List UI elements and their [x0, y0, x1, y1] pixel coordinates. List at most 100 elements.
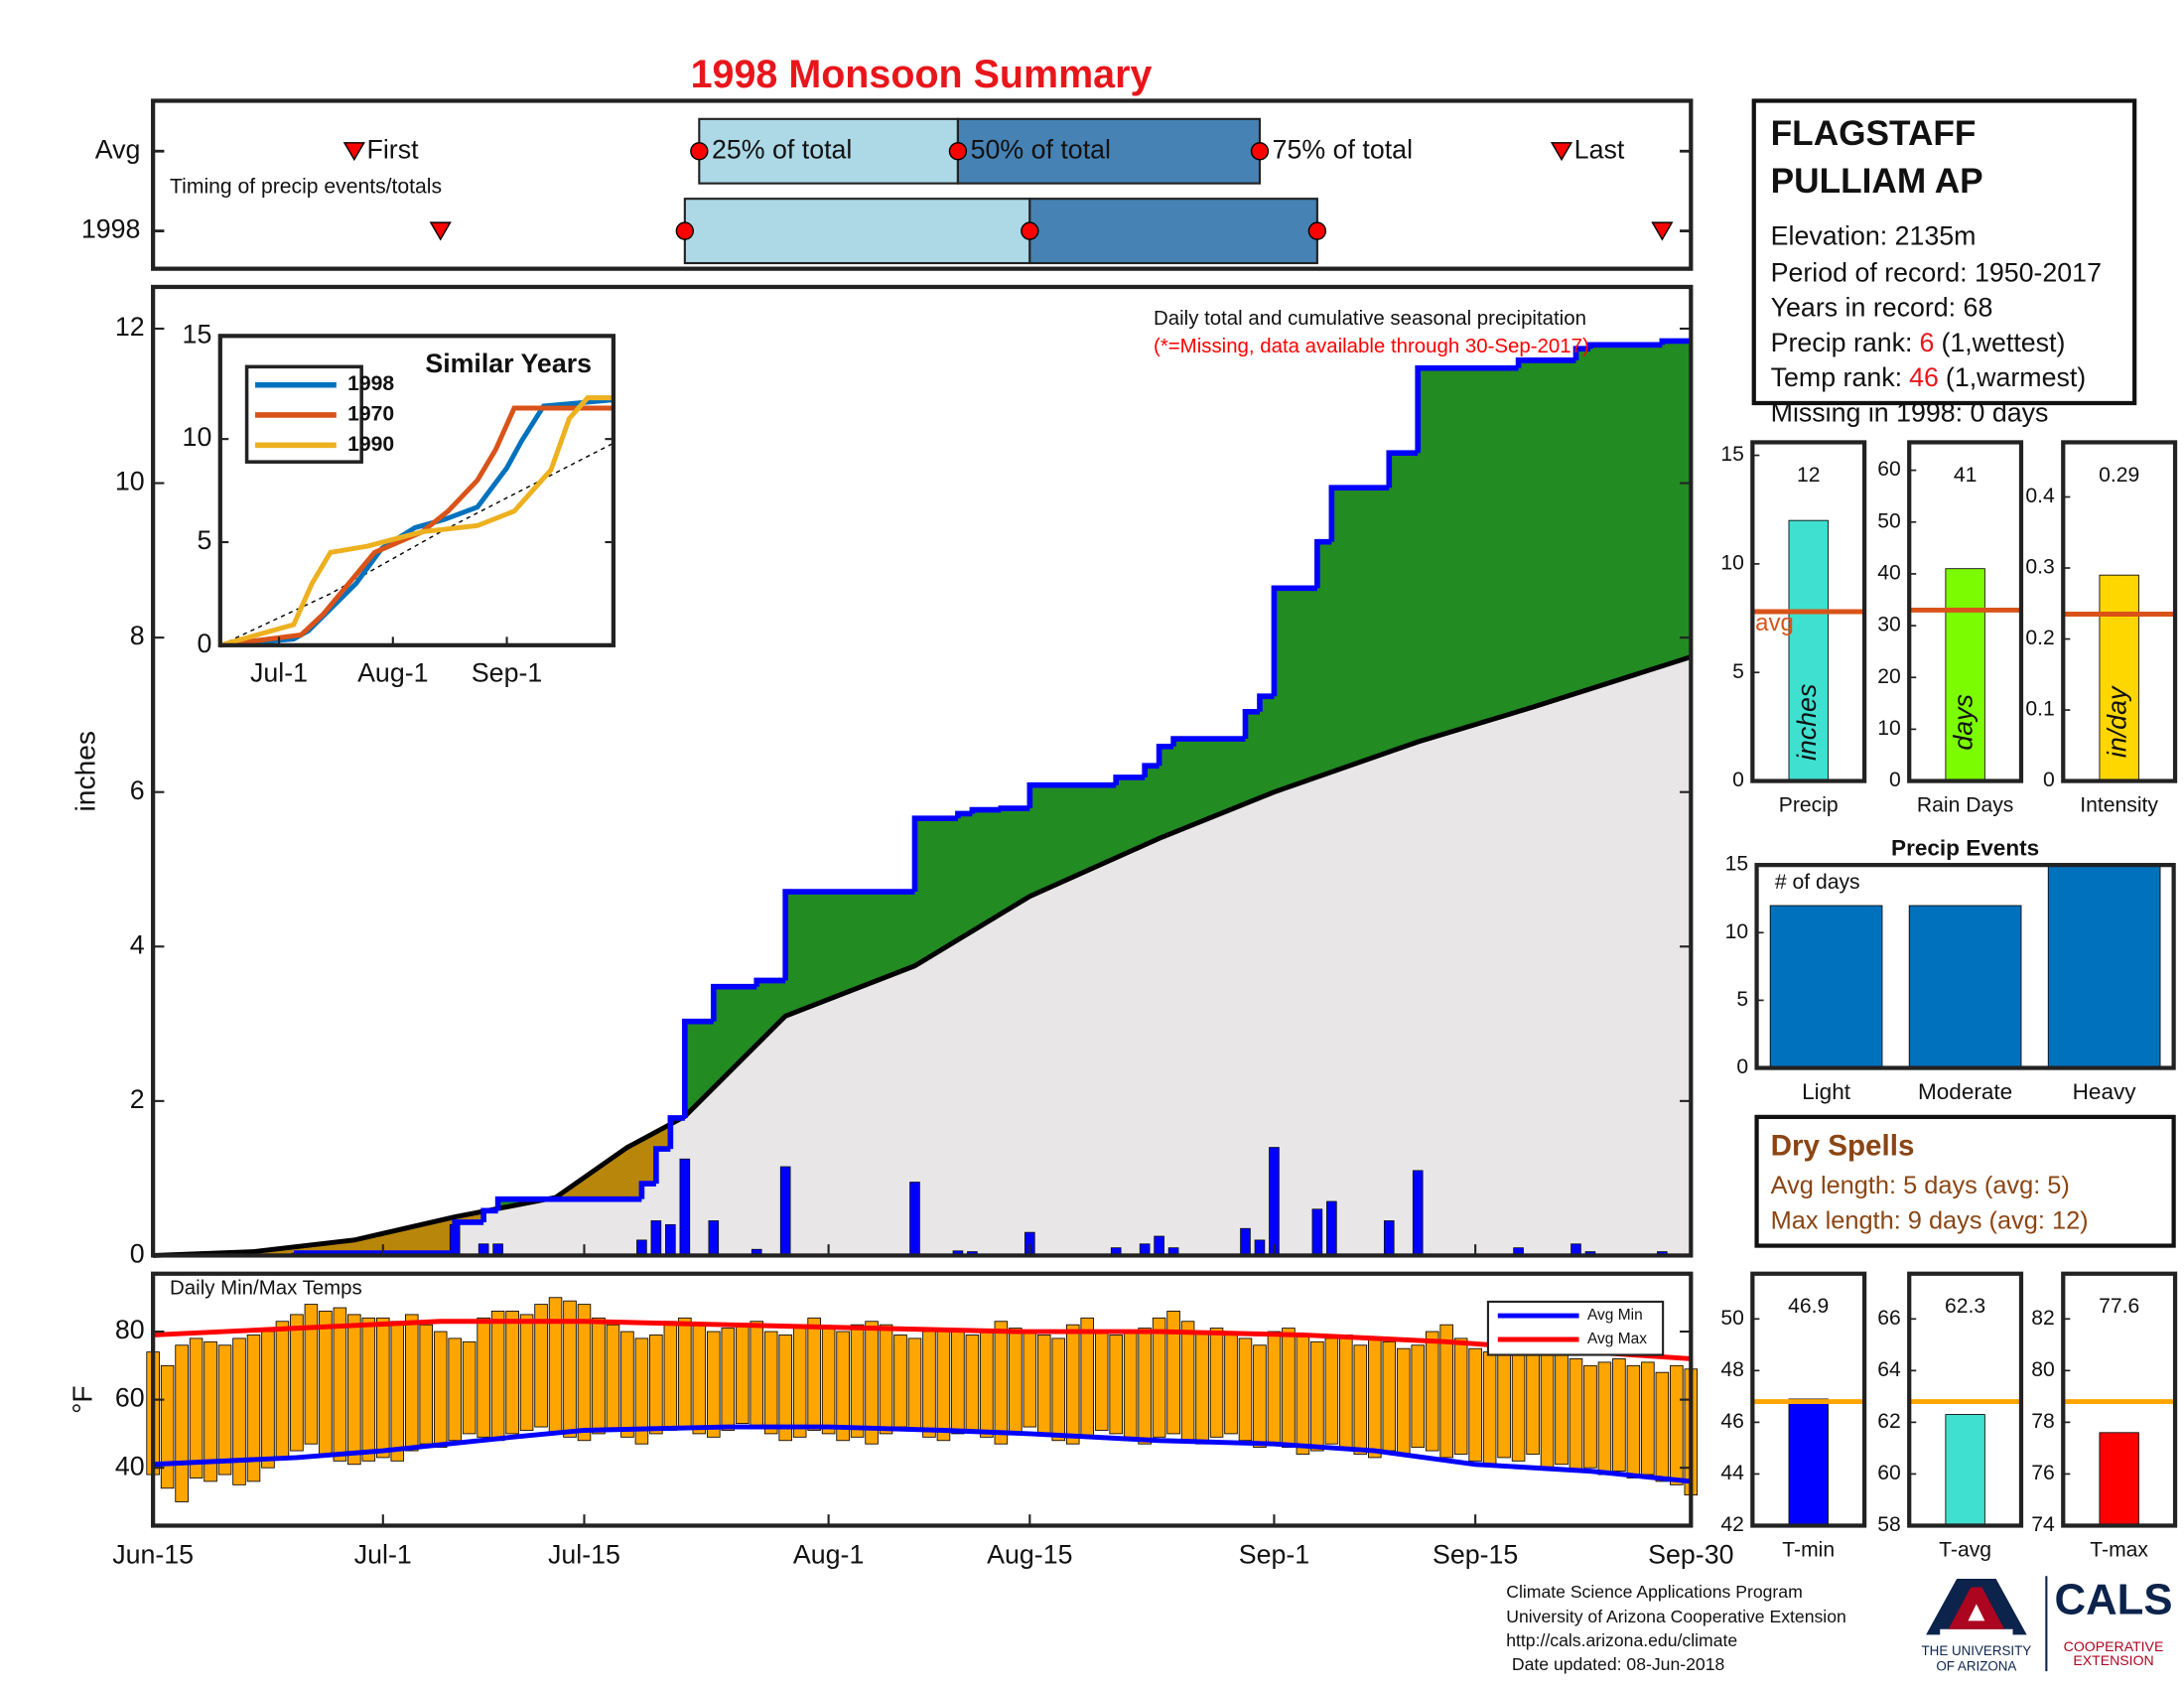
cumulative-step [1572, 346, 1590, 360]
legend-label: 1970 [347, 403, 394, 426]
legend-label: Avg Min [1587, 1307, 1643, 1324]
y-tick-label: 0 [1736, 1055, 1748, 1078]
temp-range-bar [1626, 1364, 1641, 1478]
y-tick-label: 5 [1732, 660, 1744, 683]
footer-line: University of Arizona Cooperative Extens… [1506, 1607, 1846, 1626]
y-tick-label: 66 [1877, 1307, 1900, 1330]
temp-rank: Temp rank: 46 (1,warmest) [1771, 362, 2087, 392]
temp-range-bar [217, 1344, 232, 1476]
row-label: Avg [95, 134, 141, 164]
precip-rank-label: Precip rank: [1771, 328, 1913, 357]
temp-rank-note: (1,warmest) [1946, 362, 2086, 392]
y-tick-label: 0 [1889, 769, 1901, 791]
y-tick-label: 58 [1877, 1513, 1900, 1536]
temp-range-bar [534, 1304, 548, 1428]
bar-unit: days [1949, 694, 1979, 751]
temp-range-bar [1439, 1324, 1453, 1459]
legend-label: 1990 [347, 433, 394, 456]
temp-range-bar [1296, 1335, 1310, 1455]
y-tick-label: 10 [1877, 717, 1900, 740]
chart-note: # of days [1775, 871, 1860, 894]
temp-range-bar [1482, 1351, 1497, 1466]
temp-range-bar [1267, 1331, 1282, 1445]
daily-bar [636, 1239, 647, 1256]
cumulative-step [753, 977, 786, 987]
axes-frame [217, 334, 616, 647]
cumulative-step [782, 889, 915, 981]
y-tick-label: 5 [1736, 988, 1748, 1011]
category-label: Intensity [2080, 794, 2158, 817]
x-tick-label: Light [1802, 1079, 1851, 1104]
y-tick-label: 46 [1720, 1410, 1743, 1433]
temp-range-bar [592, 1317, 606, 1435]
precip-rank-note: (1,wettest) [1941, 328, 2065, 357]
x-tick-label: Jun-15 [112, 1540, 194, 1570]
x-tick-label: Sep-1 [1239, 1540, 1309, 1570]
timing-note: Timing of precip events/totals [170, 175, 442, 198]
temp-range-bar [1253, 1344, 1267, 1449]
x-tick-label: Sep-15 [1433, 1540, 1518, 1570]
quartile-marker [1021, 221, 1039, 240]
temp-range-bar [1670, 1364, 1684, 1485]
category-label: Rain Days [1917, 794, 2013, 817]
temp-range-bar [1310, 1340, 1324, 1452]
daily-bar [650, 1220, 662, 1256]
daily-bar [1154, 1235, 1164, 1256]
temp-range-bar [1612, 1358, 1626, 1473]
temp-range-bar [419, 1324, 433, 1445]
event-marker [342, 142, 365, 162]
temp-range-bar [246, 1335, 261, 1482]
cumulative-step [494, 1196, 642, 1211]
temp-range-bar [893, 1335, 907, 1428]
y-tick-label: 6 [130, 775, 145, 805]
temp-range-bar [1195, 1331, 1209, 1445]
cumulative-step [710, 983, 757, 1022]
dry-spells-title: Dry Spells [1771, 1130, 1915, 1163]
x-tick-label: Jul-15 [548, 1540, 620, 1570]
temp-range-bar [1339, 1335, 1353, 1449]
axes-frame [1750, 1271, 1867, 1528]
y-tick-label: 0.4 [2025, 485, 2055, 507]
axes-frame [2061, 440, 2178, 783]
temp-range-bar [490, 1311, 505, 1442]
temp-range-bar [678, 1317, 692, 1428]
temp-range-bar [1583, 1364, 1597, 1469]
category-label: T-avg [1939, 1538, 1991, 1561]
cumulative-step [1271, 585, 1317, 697]
x-tick-label: Aug-1 [357, 658, 428, 688]
cumulative-step [1415, 364, 1519, 454]
y-tick-label: 10 [1725, 920, 1748, 943]
temp-range-bar [261, 1331, 275, 1469]
average-label: avg [1755, 610, 1794, 636]
average-temp-line [153, 1319, 1692, 1361]
x-tick-label: Aug-15 [987, 1540, 1072, 1570]
y-tick-label: 60 [115, 1383, 145, 1413]
axes-frame [151, 284, 1694, 1258]
cumulative-step [682, 1018, 714, 1118]
cumulative-step [998, 805, 1030, 811]
daily-bar [1254, 1239, 1266, 1256]
quartile-marker [690, 142, 709, 161]
quartile-marker [1250, 142, 1270, 161]
cumulative-step [1142, 763, 1160, 777]
x-tick-label: Moderate [1918, 1079, 2012, 1104]
marker-label: 25% of total [712, 134, 852, 164]
inset-series-line [219, 395, 614, 648]
temp-range-bar [649, 1335, 663, 1435]
station-elevation: Elevation: 2135m [1771, 221, 1977, 251]
cumulative-step [1328, 485, 1390, 542]
temp-range-bar [189, 1337, 204, 1478]
cumulative-step [1242, 708, 1260, 740]
row-label: 1998 [81, 214, 141, 244]
temp-range-bar [1065, 1324, 1080, 1445]
temp-range-bar [879, 1324, 893, 1435]
temp-range-bar [519, 1314, 534, 1431]
temp-range-bar [361, 1317, 376, 1462]
x-tick-label: Jul-1 [250, 658, 308, 688]
cumulative-step [969, 806, 1002, 814]
temp-range-bar [792, 1324, 807, 1438]
bar-unit: inches [1792, 684, 1822, 761]
temp-range-bar [763, 1331, 778, 1435]
y-tick-label: 0 [197, 629, 211, 658]
